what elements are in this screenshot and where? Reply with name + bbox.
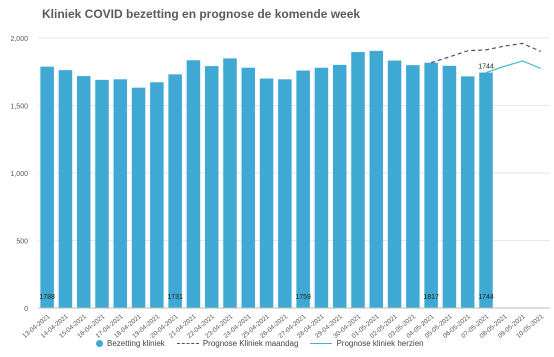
prognose-maandag-line [430,42,542,64]
bar [332,64,347,309]
legend-item-prognose-herzien: Prognose kliniek herzien [310,339,424,348]
bar [278,79,292,308]
bar [479,72,493,308]
bar [406,65,420,308]
legend-label-prognose-herzien: Prognose kliniek herzien [336,339,424,348]
bar [131,87,146,309]
bar [259,78,274,308]
bar [76,76,91,308]
bar [351,52,365,308]
legend-label-bezetting: Bezetting kliniek [107,339,165,348]
bar [40,66,54,309]
data-label: 1817 [423,294,439,301]
bar [204,66,219,308]
chart-title: Kliniek COVID bezetting en prognose de k… [42,7,361,21]
y-tick-label: 1,500 [10,104,28,111]
bar [460,76,475,308]
legend-swatch-bezetting [96,340,103,347]
bar [113,79,128,308]
legend-swatch-prognose-maandag [176,343,199,344]
bar [223,58,237,309]
y-tick-label: 1,000 [10,171,28,178]
bar [442,65,457,308]
legend-item-bezetting: Bezetting kliniek [96,339,165,348]
bar [296,70,310,308]
y-tick-label: 500 [16,239,28,246]
bar [168,74,182,308]
bar [150,82,164,308]
legend-label-prognose-maandag: Prognose Kliniek maandag [202,339,299,348]
bar [95,79,109,308]
bar [369,50,384,308]
prognose-herzien-line [485,60,542,74]
legend-swatch-prognose-herzien [310,343,333,344]
data-label: 1744 [478,64,494,71]
data-label: 1731 [167,294,183,301]
y-tick-label: 2,000 [10,36,28,43]
bar [424,62,438,308]
bar [387,60,402,308]
chart-legend: Bezetting kliniek Prognose Kliniek maand… [96,339,436,348]
bar [241,67,256,308]
data-label: 1744 [478,294,494,301]
bar [314,67,329,308]
bar [58,70,73,308]
data-label: 1759 [295,294,311,301]
legend-item-prognose-maandag: Prognose Kliniek maandag [176,339,299,348]
bar [186,60,201,309]
data-label: 1788 [39,294,55,301]
y-tick-label: 0 [24,306,28,313]
